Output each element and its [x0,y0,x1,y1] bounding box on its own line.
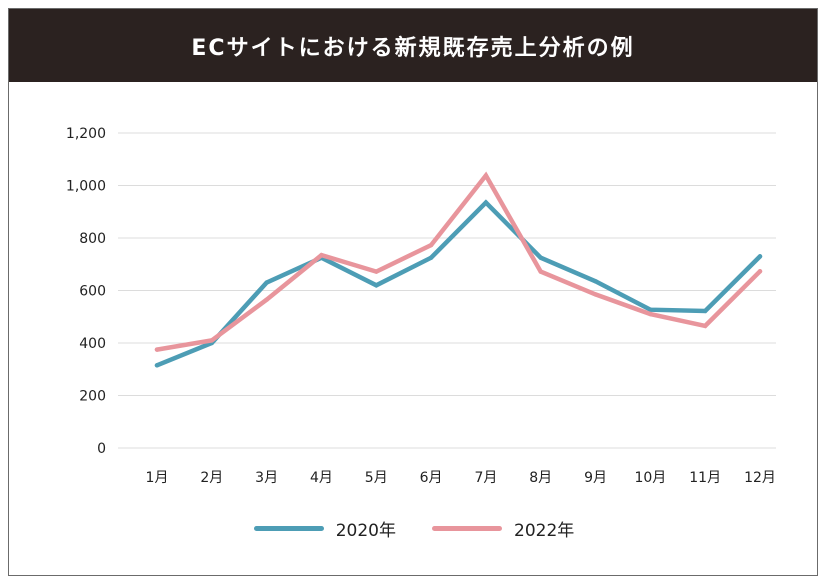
data-point-2020 [757,254,763,259]
data-point-2022 [648,311,653,317]
data-point-2022 [428,242,434,248]
data-point-2022 [264,297,269,302]
x-tick-label: 1月 [146,470,169,486]
y-tick-label: 1,200 [66,126,106,142]
data-point-2020 [154,363,160,368]
data-point-2022 [538,269,543,274]
chart-legend: 2020年 2022年 [0,516,828,541]
data-point-2022 [483,173,489,178]
legend-swatch-2022 [432,526,502,531]
x-tick-label: 12月 [744,470,776,486]
data-point-2020 [648,307,653,312]
data-point-2022 [702,323,708,329]
data-point-2020 [702,308,708,314]
chart-title: ECサイトにおける新規既存売上分析の例 [191,35,635,61]
x-tick-label: 11月 [689,470,721,486]
legend-label-2020: 2020年 [335,521,396,541]
y-tick-label: 200 [79,389,106,405]
legend-swatch-2020 [253,526,324,531]
x-tick-label: 4月 [310,470,333,486]
data-point-2020 [428,255,434,260]
data-point-2022 [209,338,215,343]
data-point-2022 [154,347,160,352]
y-tick-label: 0 [97,441,106,457]
x-tick-label: 9月 [584,470,607,486]
y-tick-label: 400 [79,336,106,352]
legend-item-2020: 2020年 [253,516,396,541]
x-tick-label: 3月 [255,470,278,486]
data-point-2020 [374,283,379,288]
chart-title-bar: ECサイトにおける新規既存売上分析の例 [9,9,817,82]
x-tick-label: 5月 [365,470,388,486]
data-point-2022 [593,292,598,297]
series-line-2022 [154,171,763,352]
data-point-2022 [319,252,324,258]
x-tick-label: 6月 [420,470,443,486]
y-tick-label: 600 [79,284,106,300]
y-tick-label: 1,000 [66,179,106,195]
x-tick-label: 8月 [529,470,552,486]
data-point-2022 [374,269,379,274]
legend-item-2022: 2022年 [432,516,574,541]
x-tick-label: 7月 [474,470,497,486]
data-point-2020 [538,255,543,260]
data-point-2022 [757,269,763,274]
x-tick-label: 2月 [200,470,223,486]
y-tick-label: 800 [79,231,106,247]
chart-frame: ECサイトにおける新規既存売上分析の例 [8,8,818,576]
x-tick-label: 10月 [634,470,666,486]
data-point-2020 [483,200,489,205]
data-point-2020 [593,279,598,284]
data-point-2020 [264,280,269,285]
series-line-2020 [154,199,763,368]
legend-label-2022: 2022年 [514,521,575,541]
